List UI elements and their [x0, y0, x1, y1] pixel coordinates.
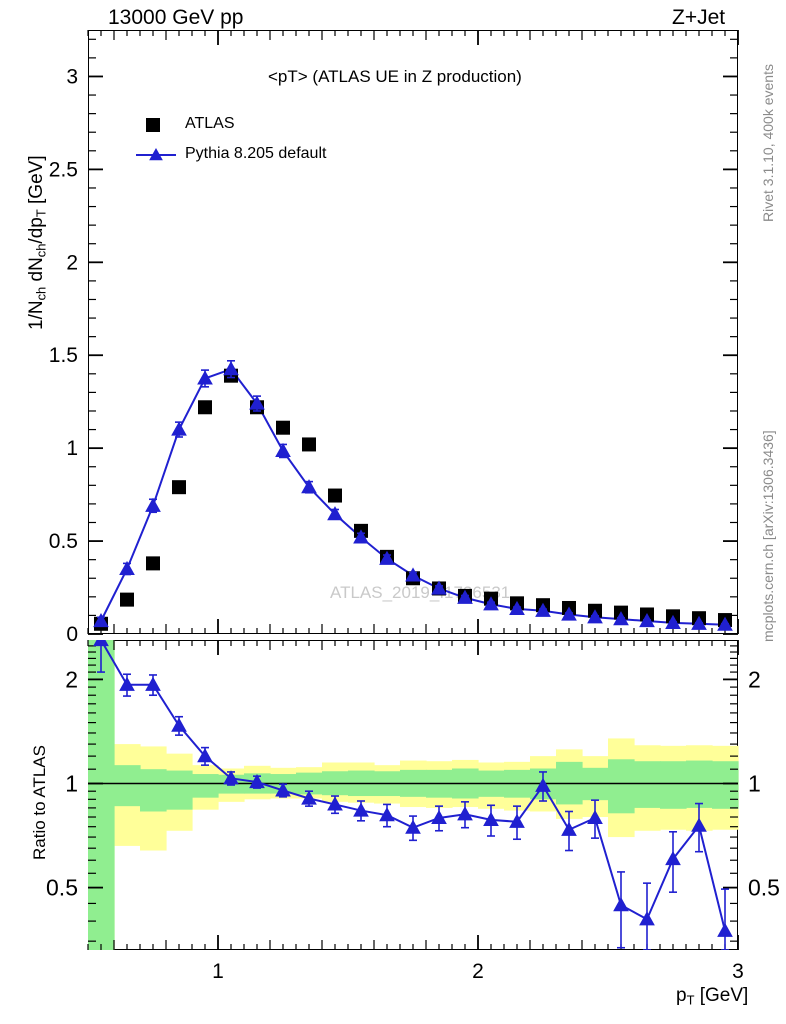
header-left: 13000 GeV pp	[108, 6, 244, 29]
pythia-marker	[353, 529, 369, 544]
ratio-marker	[665, 850, 681, 866]
ratio-marker	[717, 922, 733, 937]
ratio-marker	[483, 811, 499, 826]
pythia-marker	[639, 612, 655, 628]
pythia-marker	[223, 361, 239, 376]
legend-label-atlas: ATLAS	[185, 115, 235, 132]
atlas-marker	[276, 420, 290, 435]
ratio-band-inner	[634, 761, 661, 808]
ratio-marker	[587, 809, 603, 825]
x-tick-label: 1	[212, 960, 224, 983]
ratio-marker	[327, 796, 343, 811]
atlas-marker	[198, 400, 212, 415]
pythia-marker	[301, 479, 317, 494]
ratio-band-inner	[608, 759, 635, 814]
ratio-band-inner	[140, 769, 167, 812]
pythia-marker	[93, 612, 109, 628]
ratio-band-inner	[114, 765, 141, 807]
main-y-tick-label: 2	[66, 251, 78, 274]
main-y-tick-label: 0	[66, 623, 78, 646]
ratio-y-tick-label-right: 0.5	[748, 875, 780, 901]
pythia-marker	[171, 421, 187, 436]
ratio-marker	[301, 790, 317, 805]
ratio-marker	[171, 717, 187, 732]
main-y-tick-label: 0.5	[49, 530, 78, 553]
ratio-marker	[275, 782, 291, 797]
atlas-marker	[172, 480, 186, 495]
pythia-marker	[717, 616, 733, 631]
main-y-tick-label: 3	[66, 65, 78, 88]
x-tick-label: 3	[732, 960, 744, 983]
pythia-marker	[561, 606, 577, 621]
ratio-marker	[405, 819, 421, 834]
pythia-marker	[587, 609, 603, 624]
ratio-band-inner	[192, 774, 219, 798]
ratio-band-inner	[88, 640, 115, 950]
atlas-marker	[146, 556, 160, 571]
ratio-y-tick-label: 0.5	[46, 875, 78, 901]
pythia-marker	[535, 602, 551, 617]
ratio-marker	[509, 813, 525, 828]
legend-marker-triangle-icon	[149, 147, 163, 161]
pythia-marker	[275, 442, 291, 458]
ratio-band-inner	[686, 760, 713, 808]
pythia-marker	[509, 600, 525, 616]
ratio-band-inner	[166, 770, 193, 810]
ratio-marker	[119, 676, 135, 691]
pythia-marker	[457, 589, 473, 604]
ratio-marker	[639, 911, 655, 926]
ratio-marker	[691, 817, 707, 832]
ratio-y-tick-label-right: 2	[748, 666, 761, 692]
ratio-band-inner	[660, 761, 687, 809]
pythia-marker	[691, 615, 707, 630]
pythia-marker	[483, 596, 499, 611]
pythia-marker	[431, 580, 447, 595]
pythia-marker	[665, 614, 681, 629]
pythia-marker	[379, 550, 395, 565]
ratio-y-tick-label: 2	[65, 666, 78, 692]
pythia-marker	[197, 370, 213, 385]
ratio-series-group	[93, 640, 733, 950]
ratio-marker	[353, 802, 369, 817]
ratio-marker	[613, 897, 629, 912]
ratio-band-inner	[712, 761, 739, 809]
ratio-marker	[223, 770, 239, 785]
ratio-marker	[379, 807, 395, 822]
ratio-marker	[145, 676, 161, 691]
atlas-marker	[328, 488, 342, 503]
pythia-marker	[405, 567, 421, 582]
legend-marker-square-icon	[146, 118, 160, 132]
ratio-marker	[535, 777, 551, 792]
pythia-marker	[249, 395, 265, 410]
legend-label-pythia: Pythia 8.205 default	[185, 145, 327, 162]
plot-title: <pT> (ATLAS UE in Z production)	[268, 67, 522, 86]
ratio-marker	[197, 748, 213, 763]
header-right: Z+Jet	[672, 6, 726, 29]
x-tick-label: 2	[472, 960, 484, 983]
ratio-marker	[457, 806, 473, 821]
x-axis-label: pT [GeV]	[676, 985, 749, 1008]
ratio-y-tick-label: 1	[65, 770, 78, 796]
atlas-marker	[120, 592, 134, 607]
main-y-tick-label: 1	[66, 437, 78, 460]
pythia-marker	[145, 497, 161, 512]
pythia-marker	[613, 611, 629, 626]
ratio-marker	[561, 821, 577, 836]
ratio-marker	[431, 809, 447, 825]
main-y-tick-label: 1.5	[49, 344, 78, 367]
atlas-marker	[302, 437, 316, 452]
ratio-y-tick-label-right: 1	[748, 770, 761, 796]
pythia-main-line	[100, 367, 726, 626]
ratio-marker	[249, 773, 265, 789]
pythia-marker	[327, 506, 343, 521]
pythia-marker	[119, 560, 135, 576]
main-y-tick-label: 2.5	[49, 158, 78, 181]
ratio-marker	[93, 640, 109, 647]
